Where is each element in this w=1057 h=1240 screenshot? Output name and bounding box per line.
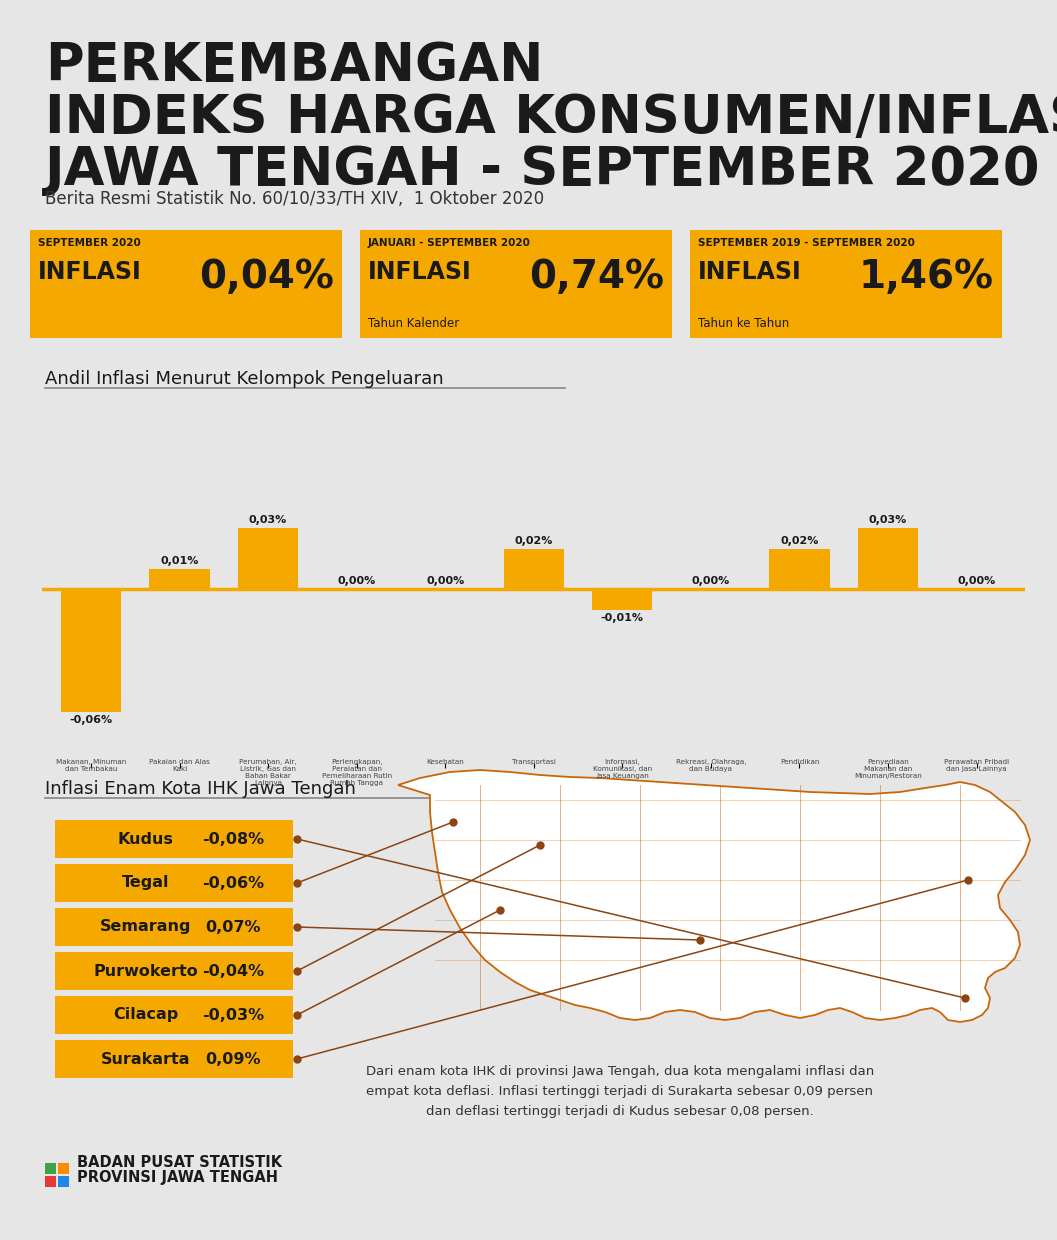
- Text: INFLASI: INFLASI: [368, 260, 471, 284]
- Bar: [61, 589, 122, 712]
- FancyBboxPatch shape: [45, 1176, 56, 1187]
- FancyBboxPatch shape: [55, 952, 293, 990]
- Text: PROVINSI JAWA TENGAH: PROVINSI JAWA TENGAH: [77, 1171, 278, 1185]
- Text: PERKEMBANGAN: PERKEMBANGAN: [45, 40, 543, 92]
- Text: Penyediaan
Makanan dan
Minuman/Restoran: Penyediaan Makanan dan Minuman/Restoran: [854, 759, 922, 779]
- Bar: [504, 549, 563, 589]
- FancyBboxPatch shape: [30, 229, 342, 339]
- Text: -0,08%: -0,08%: [203, 832, 264, 847]
- Text: -0,06%: -0,06%: [70, 714, 112, 724]
- Text: Tahun ke Tahun: Tahun ke Tahun: [698, 317, 790, 330]
- Text: 0,02%: 0,02%: [780, 536, 819, 546]
- Bar: [858, 528, 919, 589]
- FancyBboxPatch shape: [58, 1163, 69, 1174]
- Text: SEPTEMBER 2020: SEPTEMBER 2020: [38, 238, 141, 248]
- Text: Perumahan, Air,
Listrik, Gas dan
Bahan Bakar
Lainnya: Perumahan, Air, Listrik, Gas dan Bahan B…: [239, 759, 297, 785]
- Text: 0,03%: 0,03%: [249, 516, 288, 526]
- Text: 0,74%: 0,74%: [528, 258, 664, 296]
- Text: Inflasi Enam Kota IHK Jawa Tengah: Inflasi Enam Kota IHK Jawa Tengah: [45, 780, 356, 799]
- Text: 0,00%: 0,00%: [691, 577, 730, 587]
- Text: Kudus: Kudus: [117, 832, 173, 847]
- Text: Pendidikan: Pendidikan: [780, 759, 819, 765]
- Text: INFLASI: INFLASI: [698, 260, 802, 284]
- Text: 1,46%: 1,46%: [859, 258, 994, 296]
- Bar: [149, 569, 209, 589]
- Text: Andil Inflasi Menurut Kelompok Pengeluaran: Andil Inflasi Menurut Kelompok Pengeluar…: [45, 370, 444, 388]
- Bar: [769, 549, 830, 589]
- FancyBboxPatch shape: [55, 1040, 293, 1078]
- Text: Kesehatan: Kesehatan: [426, 759, 464, 765]
- Text: Rekreasi, Olahraga,
dan Budaya: Rekreasi, Olahraga, dan Budaya: [675, 759, 746, 771]
- FancyBboxPatch shape: [55, 820, 293, 858]
- Bar: [238, 528, 298, 589]
- Text: -0,04%: -0,04%: [203, 963, 264, 978]
- FancyBboxPatch shape: [360, 229, 672, 339]
- Text: BADAN PUSAT STATISTIK: BADAN PUSAT STATISTIK: [77, 1154, 282, 1171]
- Text: INFLASI: INFLASI: [38, 260, 142, 284]
- Text: 0,00%: 0,00%: [426, 577, 464, 587]
- FancyBboxPatch shape: [55, 908, 293, 946]
- Polygon shape: [398, 770, 1030, 1022]
- Text: -0,01%: -0,01%: [600, 613, 644, 622]
- Text: Makanan, Minuman
dan Tembakau: Makanan, Minuman dan Tembakau: [56, 759, 126, 771]
- Text: -0,03%: -0,03%: [203, 1007, 264, 1023]
- Text: INDEKS HARGA KONSUMEN/INFLASI: INDEKS HARGA KONSUMEN/INFLASI: [45, 92, 1057, 144]
- Text: Berita Resmi Statistik No. 60/10/33/TH XIV,  1 Oktober 2020: Berita Resmi Statistik No. 60/10/33/TH X…: [45, 190, 544, 208]
- Text: 0,01%: 0,01%: [161, 556, 199, 567]
- Text: Purwokerto: Purwokerto: [93, 963, 198, 978]
- FancyBboxPatch shape: [55, 996, 293, 1034]
- Text: Pakaian dan Alas
Kaki: Pakaian dan Alas Kaki: [149, 759, 210, 771]
- FancyBboxPatch shape: [55, 864, 293, 901]
- Text: SEPTEMBER 2019 - SEPTEMBER 2020: SEPTEMBER 2019 - SEPTEMBER 2020: [698, 238, 915, 248]
- Text: 0,02%: 0,02%: [515, 536, 553, 546]
- Text: Perlengkapan,
Peralatan dan
Pemeliharaan Rutin
Rumah Tangga: Perlengkapan, Peralatan dan Pemeliharaan…: [321, 759, 392, 785]
- Text: 0,04%: 0,04%: [199, 258, 334, 296]
- Text: 0,00%: 0,00%: [958, 577, 996, 587]
- Text: Dari enam kota IHK di provinsi Jawa Tengah, dua kota mengalami inflasi dan
empat: Dari enam kota IHK di provinsi Jawa Teng…: [366, 1065, 874, 1118]
- Text: Transportasi: Transportasi: [512, 759, 556, 765]
- Text: Cilacap: Cilacap: [113, 1007, 178, 1023]
- Text: JANUARI - SEPTEMBER 2020: JANUARI - SEPTEMBER 2020: [368, 238, 531, 248]
- FancyBboxPatch shape: [58, 1176, 69, 1187]
- Text: JAWA TENGAH - SEPTEMBER 2020: JAWA TENGAH - SEPTEMBER 2020: [45, 144, 1040, 196]
- Text: Informasi,
Komunikasi, dan
Jasa Keuangan: Informasi, Komunikasi, dan Jasa Keuangan: [593, 759, 652, 779]
- Bar: [592, 589, 652, 610]
- FancyBboxPatch shape: [45, 1163, 56, 1174]
- Text: Perawatan Pribadi
dan Jasa Lainnya: Perawatan Pribadi dan Jasa Lainnya: [944, 759, 1009, 771]
- Text: 0,03%: 0,03%: [869, 516, 907, 526]
- Text: 0,00%: 0,00%: [337, 577, 376, 587]
- Text: Tegal: Tegal: [122, 875, 169, 890]
- Text: Surakarta: Surakarta: [100, 1052, 190, 1066]
- FancyBboxPatch shape: [690, 229, 1002, 339]
- Text: Semarang: Semarang: [99, 920, 191, 935]
- Text: -0,06%: -0,06%: [203, 875, 264, 890]
- Text: Tahun Kalender: Tahun Kalender: [368, 317, 459, 330]
- Text: 0,07%: 0,07%: [206, 920, 261, 935]
- Text: 0,09%: 0,09%: [206, 1052, 261, 1066]
